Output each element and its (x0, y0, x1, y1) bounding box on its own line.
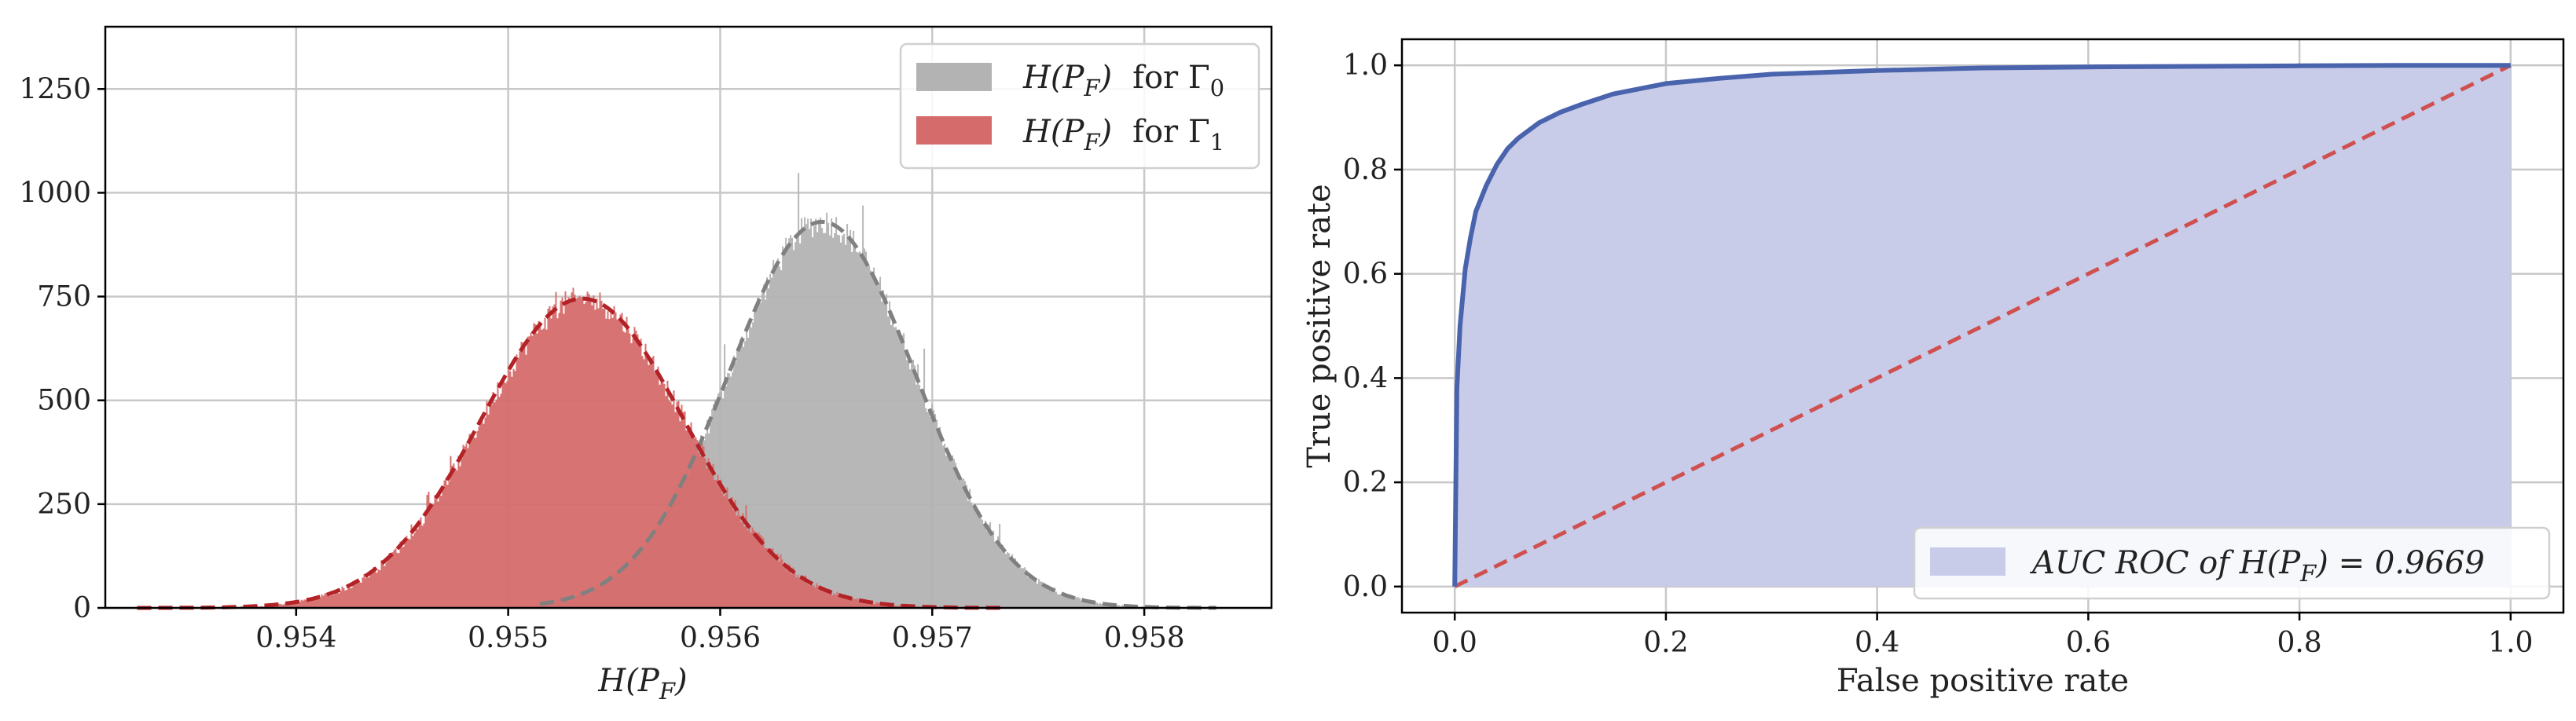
histogram-x-tick-label: 0.957 (892, 622, 973, 654)
histogram-chart: 0.954 0.955 0.956 0.957 0.958 0 250 500 750 1000… (19, 25, 1273, 705)
roc-y-axis-label: True positive rate (1301, 184, 1338, 468)
roc-x-axis-label: False positive rate (1837, 663, 2129, 699)
roc-plot-frame (1400, 38, 2565, 614)
histogram-y-tick-label: 0 (73, 592, 91, 624)
roc-y-ticks: 0.0 0.2 0.4 0.6 0.8 1.0 (1343, 49, 1402, 603)
roc-y-tick-label: 0.0 (1343, 571, 1388, 603)
histogram-y-tick-label: 1000 (19, 177, 91, 209)
roc-chart: 0.0 0.2 0.4 0.6 0.8 1.0 0.0 0.2 0.4 0.6 0.8 1.0 Fa… (1301, 38, 2565, 699)
histogram-y-tick-label: 750 (37, 281, 91, 313)
legend-label-gamma1: H(PF) for Γ1 (1022, 114, 1224, 156)
roc-x-tick-label: 0.0 (1433, 627, 1477, 659)
roc-x-tick-label: 0.6 (2066, 627, 2111, 659)
histogram-x-tick-label: 0.954 (255, 622, 336, 654)
histogram-series-1 (149, 287, 1007, 608)
roc-y-tick-label: 0.8 (1343, 154, 1388, 186)
roc-curve (1452, 63, 2511, 587)
roc-x-ticks: 0.0 0.2 0.4 0.6 0.8 1.0 (1433, 613, 2533, 659)
histogram-x-axis-label: H(PF) (597, 663, 687, 705)
histogram-x-tick-label: 0.955 (468, 622, 549, 654)
roc-x-tick-label: 0.8 (2277, 627, 2321, 659)
histogram-y-tick-label: 1250 (19, 73, 91, 105)
roc-x-tick-label: 1.0 (2488, 627, 2533, 659)
histogram-plot-frame (104, 25, 1273, 609)
legend-label-gamma0: H(PF) for Γ0 (1022, 60, 1224, 101)
legend-swatch-gamma1 (916, 116, 992, 145)
roc-x-tick-label: 0.2 (1643, 627, 1688, 659)
histogram-legend: H(PF) for Γ0 H(PF) for Γ1 (899, 42, 1260, 170)
roc-y-tick-label: 1.0 (1343, 49, 1388, 82)
histogram-x-ticks: 0.954 0.955 0.956 0.957 0.958 (255, 608, 1185, 654)
histogram-bars (149, 173, 1194, 608)
histogram-fit-curves (137, 219, 1216, 610)
histogram-x-tick-label: 0.958 (1104, 622, 1185, 654)
histogram-y-tick-label: 250 (37, 489, 91, 521)
histogram-y-tick-label: 500 (37, 385, 91, 417)
histogram-bins (149, 287, 1007, 608)
histogram-fit-curve (539, 219, 1216, 610)
roc-legend-label: AUC ROC of H(PF) = 0.9669 (2029, 545, 2485, 587)
roc-legend-swatch (1930, 547, 2005, 576)
roc-legend: AUC ROC of H(PF) = 0.9669 (1913, 526, 2551, 600)
roc-legend-box (1913, 526, 2551, 600)
legend-swatch-gamma0 (916, 63, 992, 91)
roc-x-tick-label: 0.4 (1855, 627, 1899, 659)
histogram-x-tick-label: 0.956 (680, 622, 761, 654)
roc-chance-line (1454, 63, 2512, 589)
histogram-fit-curve (137, 296, 1004, 610)
roc-y-tick-label: 0.6 (1343, 258, 1388, 291)
histogram-y-ticks: 0 250 500 750 1000 1250 (19, 73, 105, 624)
roc-y-tick-label: 0.4 (1343, 362, 1388, 394)
roc-y-tick-label: 0.2 (1343, 467, 1388, 499)
